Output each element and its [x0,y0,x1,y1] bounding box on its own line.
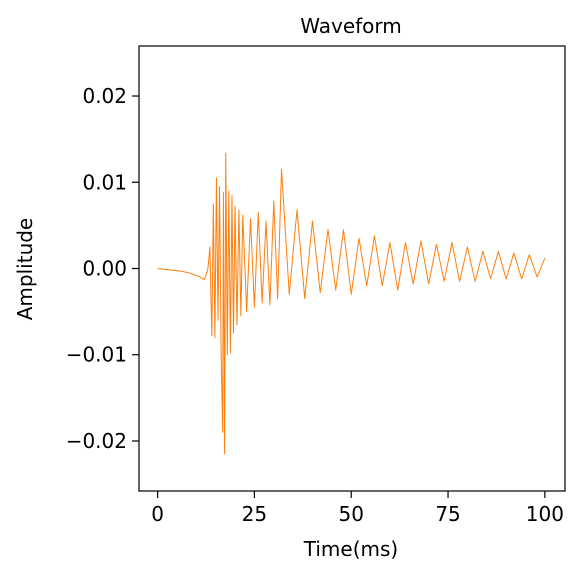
series-line-0 [157,152,546,455]
y-tick-label: 0.02 [82,84,127,108]
x-axis-label: Time(ms) [303,537,398,561]
y-tick-label: 0.00 [82,257,127,281]
y-tick-label: −0.01 [66,343,127,367]
x-axis: 0 25 50 75 100 [151,491,564,526]
x-tick-label: 50 [338,502,363,526]
y-tick-label: −0.02 [66,429,127,453]
y-axis: −0.02 −0.01 0.00 0.01 0.02 [66,84,139,453]
plot-frame [138,45,566,492]
y-tick-label: 0.01 [82,170,127,194]
y-axis-label: Amplitude [13,218,37,321]
x-tick-label: 75 [435,502,460,526]
x-tick-label: 100 [526,502,564,526]
x-tick-label: 25 [242,502,267,526]
chart-title: Waveform [300,14,402,38]
x-tick-label: 0 [151,502,164,526]
plot-area [138,45,566,492]
